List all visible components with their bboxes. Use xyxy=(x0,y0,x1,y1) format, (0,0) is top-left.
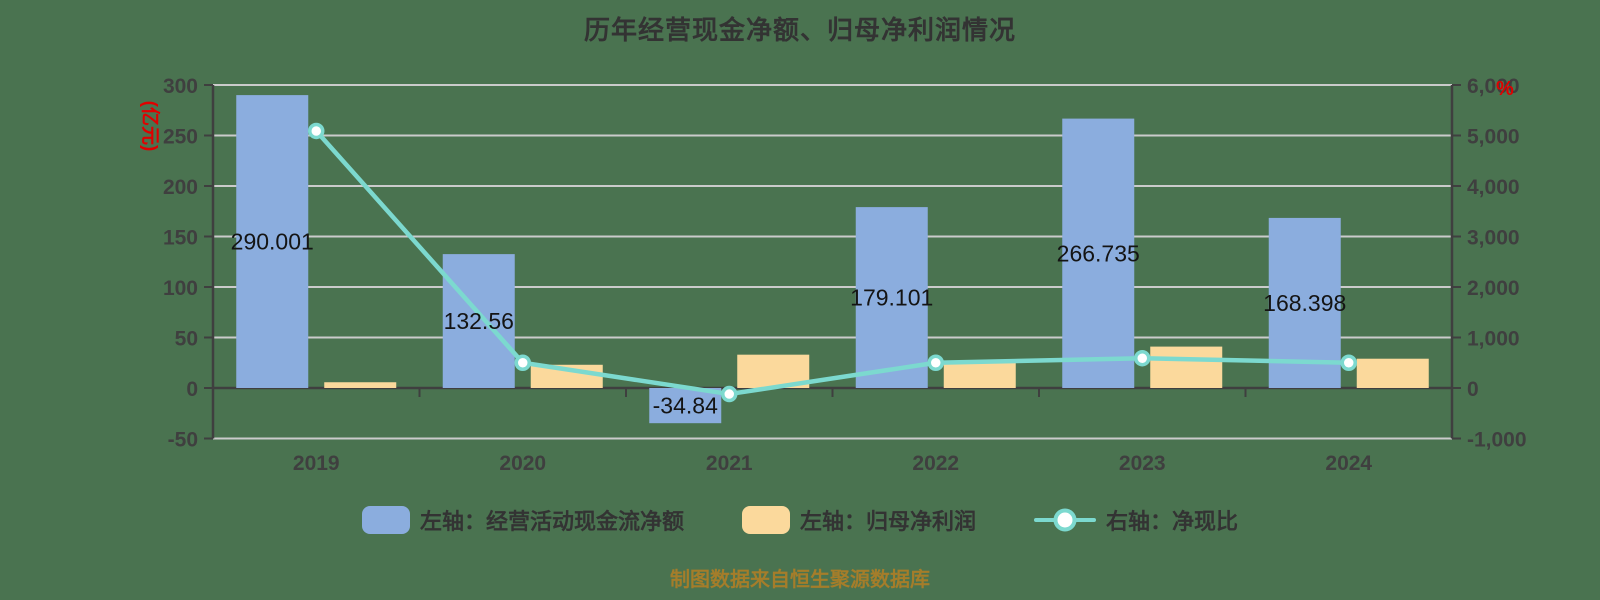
legend-item-operating-cashflow[interactable]: 左轴：经营活动现金流净额 xyxy=(361,504,684,536)
left-axis-tick-label: 0 xyxy=(186,378,198,401)
x-axis-year-label: 2021 xyxy=(706,452,753,475)
bar-cashflow-2023[interactable] xyxy=(1062,118,1135,388)
bar-netprofit-2023[interactable] xyxy=(1150,346,1223,388)
bar-cashflow-2020[interactable] xyxy=(442,254,515,388)
right-axis-tick-label: 6,000 xyxy=(1467,75,1520,98)
right-axis-tick-label: 4,000 xyxy=(1467,176,1520,199)
net-cash-ratio-line xyxy=(314,128,1351,397)
bar-cashflow-2022[interactable] xyxy=(855,207,928,388)
left-axis-tick-label: 200 xyxy=(163,176,198,199)
legend-label-cashflow: 左轴：经营活动现金流净额 xyxy=(419,509,684,534)
x-axis-year-label: 2022 xyxy=(912,452,959,475)
net-cash-ratio-point-2023[interactable] xyxy=(1134,349,1151,367)
left-axis-tick-label: 250 xyxy=(163,126,198,149)
bar-value-label: -34.84 xyxy=(653,393,718,419)
bar-value-label: 266.735 xyxy=(1057,240,1140,266)
line-marker-icon xyxy=(1034,508,1096,532)
bar-netprofit-2019[interactable] xyxy=(324,382,397,388)
bar-cashflow-2021[interactable] xyxy=(649,388,722,424)
x-axis-year-label: 2023 xyxy=(1119,452,1166,475)
x-axis-year-label: 2024 xyxy=(1325,452,1372,475)
left-axis-tick-label: 50 xyxy=(175,328,198,351)
net-cash-ratio-point-2022[interactable] xyxy=(927,354,944,371)
left-axis-tick-label: 100 xyxy=(163,277,198,300)
legend: 左轴：经营活动现金流净额 左轴：归母净利润 右轴：净现比 xyxy=(0,504,1600,536)
chart-title: 历年经营现金净额、归母净利润情况 xyxy=(583,15,1016,45)
right-axis-tick-label: 5,000 xyxy=(1467,126,1520,149)
right-axis-tick-label: 3,000 xyxy=(1467,227,1520,250)
left-axis-tick-label: -50 xyxy=(168,429,198,452)
legend-item-net-profit[interactable]: 左轴：归母净利润 xyxy=(741,504,976,536)
bar-value-label: 168.398 xyxy=(1263,290,1346,316)
net-cash-ratio-point-2024[interactable] xyxy=(1340,354,1357,371)
left-axis-unit-label: (亿元) xyxy=(139,100,160,152)
right-axis-tick-label: 2,000 xyxy=(1467,277,1520,300)
bar-cashflow-2019[interactable] xyxy=(236,95,309,388)
right-axis-tick-label: 1,000 xyxy=(1467,328,1520,351)
data-source-note: 制图数据来自恒生聚源数据库 xyxy=(670,569,930,591)
right-axis-tick-label: -1,000 xyxy=(1467,429,1527,452)
net-cash-ratio-point-2019[interactable] xyxy=(308,122,325,140)
line-marker-dot-icon xyxy=(1053,508,1077,532)
cashflow-swatch-icon xyxy=(361,506,410,534)
x-axis-year-label: 2019 xyxy=(293,452,340,475)
right-axis-unit-label: % xyxy=(1496,78,1514,100)
net-cash-ratio-point-2021[interactable] xyxy=(721,385,738,403)
bar-value-label: 290.001 xyxy=(231,229,314,255)
legend-label-net-cash-ratio: 右轴：净现比 xyxy=(1106,509,1239,534)
legend-item-net-cash-ratio[interactable]: 右轴：净现比 xyxy=(1034,504,1238,536)
left-axis-tick-label: 150 xyxy=(163,227,198,250)
right-axis-tick-label: 0 xyxy=(1467,378,1479,401)
bar-value-label: 179.101 xyxy=(850,285,933,311)
net-cash-ratio-point-2020[interactable] xyxy=(514,354,531,371)
bar-netprofit-2022[interactable] xyxy=(943,361,1016,388)
net-profit-swatch-icon xyxy=(741,506,790,534)
left-axis-tick-label: 300 xyxy=(163,75,198,98)
x-axis-year-label: 2020 xyxy=(499,452,546,475)
bar-value-label: 132.56 xyxy=(444,308,514,334)
legend-label-net-profit: 左轴：归母净利润 xyxy=(799,509,976,534)
bar-netprofit-2024[interactable] xyxy=(1356,358,1429,388)
